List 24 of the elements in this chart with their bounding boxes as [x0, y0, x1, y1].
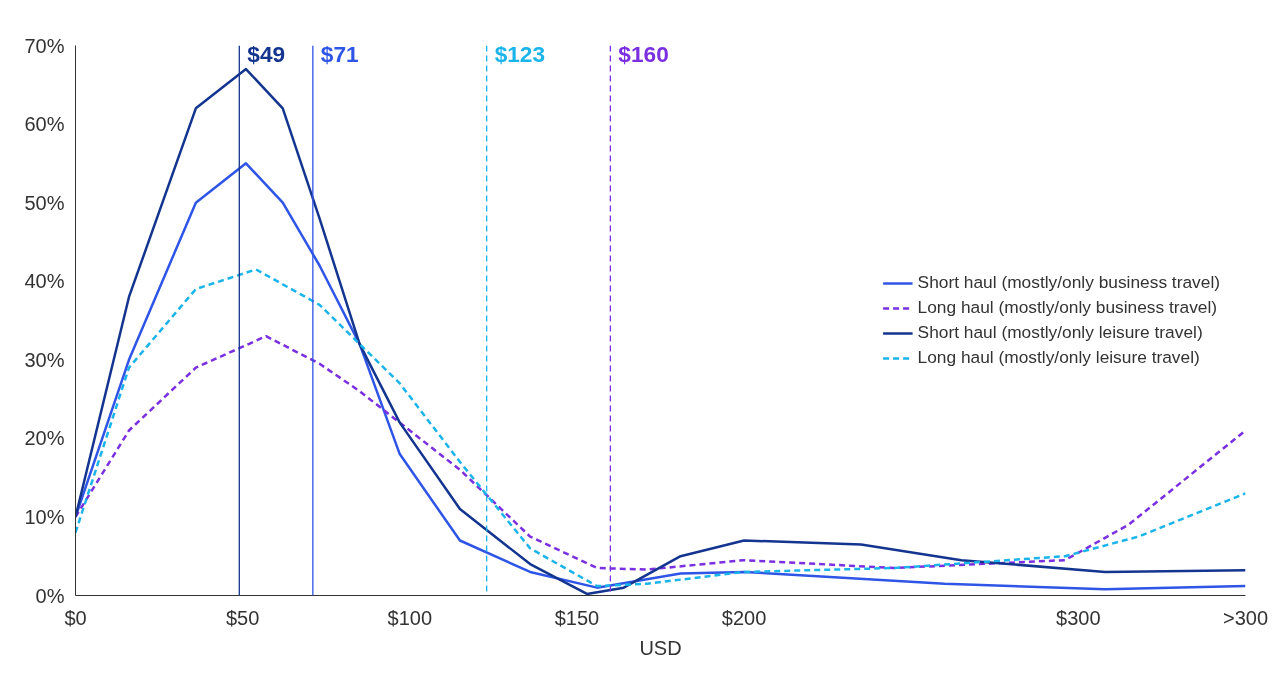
y-tick-label: 40% [24, 270, 65, 293]
ref-line-label: $71 [320, 40, 359, 67]
x-tick-label: $200 [721, 606, 767, 629]
ref-line-label: $123 [494, 40, 546, 67]
legend-label: Long haul (mostly/only leisure travel) [917, 347, 1200, 368]
legend-label: Long haul (mostly/only business travel) [917, 297, 1218, 318]
y-tick-label: 50% [24, 191, 65, 214]
x-axis-title: USD [639, 636, 682, 659]
ref-line-label: $160 [618, 40, 669, 67]
x-tick-label: $300 [1056, 606, 1101, 629]
x-tick-label: $50 [225, 606, 260, 629]
y-tick-label: 60% [24, 113, 65, 136]
x-tick-label: $100 [387, 606, 433, 629]
x-tick-label: $150 [554, 606, 600, 629]
legend-label: Short haul (mostly/only business travel) [917, 272, 1220, 293]
x-tick-label: $0 [64, 606, 87, 629]
x-tick-label: >300 [1222, 606, 1269, 629]
y-tick-label: 0% [35, 584, 65, 607]
ref-line-label: $49 [247, 40, 286, 67]
y-tick-label: 70% [24, 34, 65, 57]
y-tick-label: 30% [24, 348, 65, 371]
y-tick-label: 10% [24, 505, 65, 528]
legend-label: Short haul (mostly/only leisure travel) [917, 322, 1203, 343]
y-tick-label: 20% [24, 427, 65, 450]
